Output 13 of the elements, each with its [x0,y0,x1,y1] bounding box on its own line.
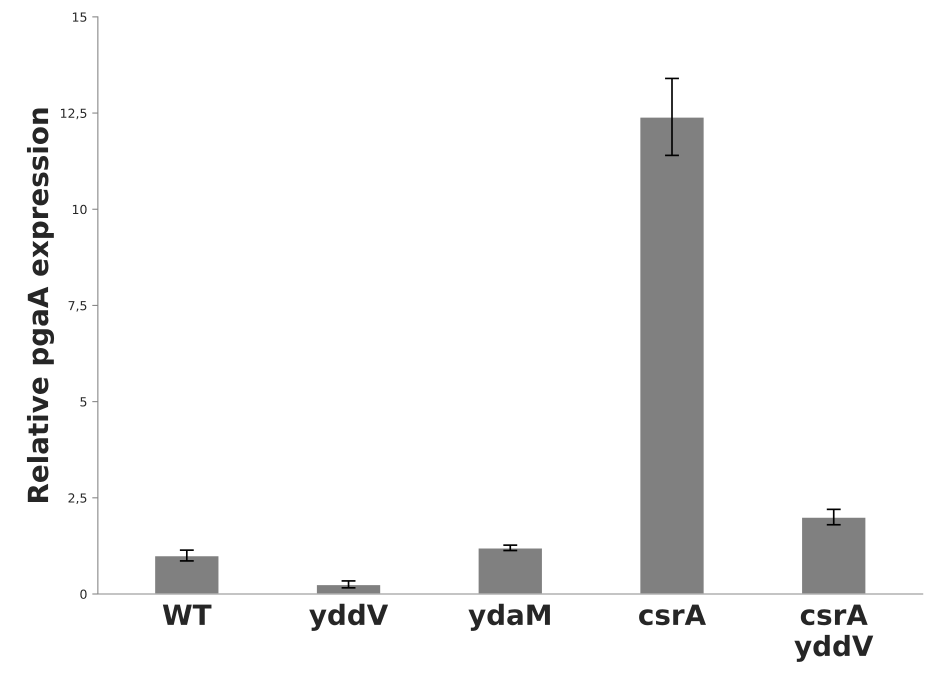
y-tick-label: 15 [72,12,86,22]
x-tick-label: yddV [309,604,388,631]
x-tick-label: csrA [639,604,706,626]
y-tick-label: 10 [72,204,87,214]
y-tick-label: 12,5 [60,108,86,120]
x-tick-label: ydaM [468,604,550,631]
y-tick-label: 0 [80,589,87,599]
y-axis-title: Relative pgaA expression [26,108,54,502]
y-tick-label: 5 [80,397,86,407]
x-tick-label: WT [162,604,212,625]
y-tick-label: 2,5 [68,493,86,504]
y-tick-label: 7,5 [68,301,86,312]
x-tick-label: csrA yddV [794,604,874,662]
